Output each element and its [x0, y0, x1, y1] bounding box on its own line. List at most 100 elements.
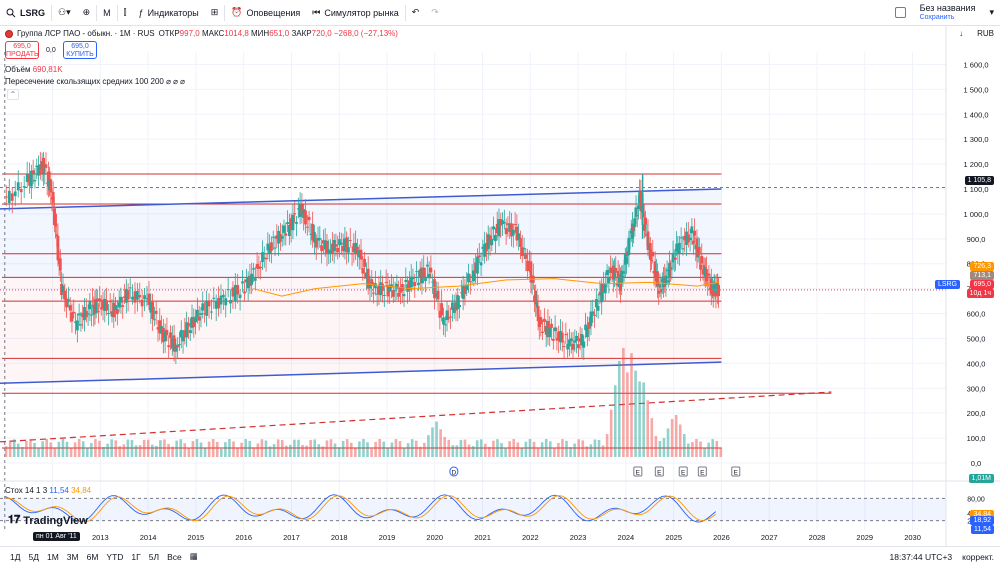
candle-body [167, 345, 171, 348]
candle-body [95, 298, 99, 301]
volume-bar [601, 445, 605, 457]
candle-body [676, 244, 680, 253]
volume-bars [4, 347, 723, 457]
tradingview-logo[interactable]: 𝟏𝟕 TradingView [8, 514, 88, 527]
calendar-icon: ▦ [189, 551, 198, 561]
timeframe-ytd[interactable]: YTD [106, 551, 124, 562]
ma-cross-legend[interactable]: Пересечение скользящих средних 100 200 ⌀… [5, 77, 185, 86]
candle-body [282, 225, 286, 233]
templates-button[interactable]: ⊞ [205, 0, 225, 26]
event-marker-label: E [734, 470, 739, 477]
candle-body [359, 249, 363, 260]
symbol-legend[interactable]: Группа ЛСР ПАО - обыкн. · 1M · RUS ОТКР9… [5, 29, 398, 38]
volume-bar [707, 442, 710, 457]
candle-body [341, 245, 345, 252]
layout-icon[interactable] [894, 7, 906, 18]
chart-type-button[interactable]: ⫿ [118, 0, 133, 26]
candle-body [559, 330, 562, 343]
candle-body [625, 257, 628, 265]
collapse-legend-button[interactable]: ⌃ [7, 89, 19, 100]
price-tick-label: 1 600,0 [963, 60, 988, 69]
candle-body [555, 338, 559, 341]
candle-body [264, 257, 268, 260]
candle-body [56, 235, 60, 261]
candle-body [390, 284, 393, 288]
buy-button[interactable]: 695,0 КУПИТЬ [63, 41, 97, 59]
candle-body [77, 313, 81, 316]
candle-body [442, 317, 445, 325]
volume-legend[interactable]: Объём 690,81K [5, 65, 63, 74]
candle-body [382, 294, 386, 296]
volume-bar [423, 442, 426, 457]
candle-body [199, 313, 203, 315]
candle-body [318, 237, 322, 240]
candle-body [103, 298, 107, 311]
compare-button[interactable]: ⊕ [77, 0, 97, 26]
replay-button[interactable]: ⏮ Симулятор рынка [306, 0, 404, 26]
volume-bar [479, 439, 483, 457]
timeframe-5d[interactable]: 5Д [28, 551, 39, 562]
candle-body [665, 269, 669, 272]
volume-bar [439, 429, 442, 457]
volume-bar [638, 381, 641, 457]
price-tick-label: 500,0 [967, 334, 986, 343]
timeframe-1y[interactable]: 1Г [131, 551, 141, 562]
timeframe-1m[interactable]: 1М [46, 551, 59, 562]
interval-button[interactable]: M [103, 7, 111, 18]
date-range-button[interactable]: ▦ [186, 551, 202, 562]
candle-body [212, 297, 216, 299]
candle-body [126, 290, 130, 300]
candle-body [711, 289, 715, 297]
save-layout-button[interactable]: Без названия Сохранить [912, 3, 984, 23]
candle-body [179, 330, 183, 338]
clock[interactable]: 18:37:44 UTC+3 [889, 551, 953, 562]
candle-body [287, 224, 291, 237]
timeframe-6m[interactable]: 6М [86, 551, 99, 562]
arrow-down-icon[interactable]: ↓ [959, 29, 964, 38]
volume-bar [398, 441, 402, 457]
candle-body [497, 219, 501, 237]
candle-body [275, 235, 279, 239]
candle-body [384, 281, 388, 283]
volume-label: Объём [5, 65, 31, 74]
stoch-legend[interactable]: Стох 14 1 3 11,54 34,84 [5, 486, 91, 495]
layout-dropdown-button[interactable]: ▾ [983, 0, 1000, 26]
undo-button[interactable]: ↶ [406, 0, 426, 26]
volume-bar [211, 439, 215, 457]
candle-body [528, 261, 531, 264]
timeframe-all[interactable]: Все [167, 551, 182, 562]
volume-bar [25, 440, 28, 457]
volume-bar [719, 447, 723, 457]
chevron-up-icon: ⌃ [9, 90, 17, 99]
alerts-button[interactable]: ⏰ Оповещения [225, 0, 306, 26]
currency-label[interactable]: RUB [977, 29, 994, 38]
price-tick-label: 100,0 [967, 434, 986, 443]
candle-body [650, 260, 653, 262]
symbol-search[interactable]: LSRG [0, 0, 51, 26]
volume-bar [248, 440, 252, 457]
candle-body [658, 284, 662, 288]
volume-bar [256, 443, 260, 457]
volume-bar [553, 447, 556, 457]
timeframe-1d[interactable]: 1Д [10, 551, 21, 562]
candle-body [409, 276, 413, 288]
timeframe-3m[interactable]: 3М [66, 551, 79, 562]
symbol-actions-button[interactable]: ⚇▾ [52, 0, 77, 26]
candle-body [311, 223, 315, 241]
volume-bar [419, 446, 422, 457]
timeframe-5y[interactable]: 5Л [148, 551, 160, 562]
volume-bar [354, 447, 357, 457]
candle-body [66, 299, 70, 302]
adjust-toggle[interactable]: коррект. [962, 551, 994, 562]
candle-body [307, 216, 311, 221]
volume-bar [126, 439, 130, 457]
volume-bar [207, 441, 211, 457]
candle-body [449, 316, 453, 318]
volume-bar [386, 448, 390, 457]
sell-button[interactable]: 695,0 ПРОДАТЬ [5, 41, 39, 59]
redo-button[interactable]: ↷ [425, 0, 445, 26]
event-marker-label: E [681, 470, 686, 477]
indicators-button[interactable]: ƒ Индикаторы [133, 0, 205, 26]
volume-bar [715, 440, 719, 457]
